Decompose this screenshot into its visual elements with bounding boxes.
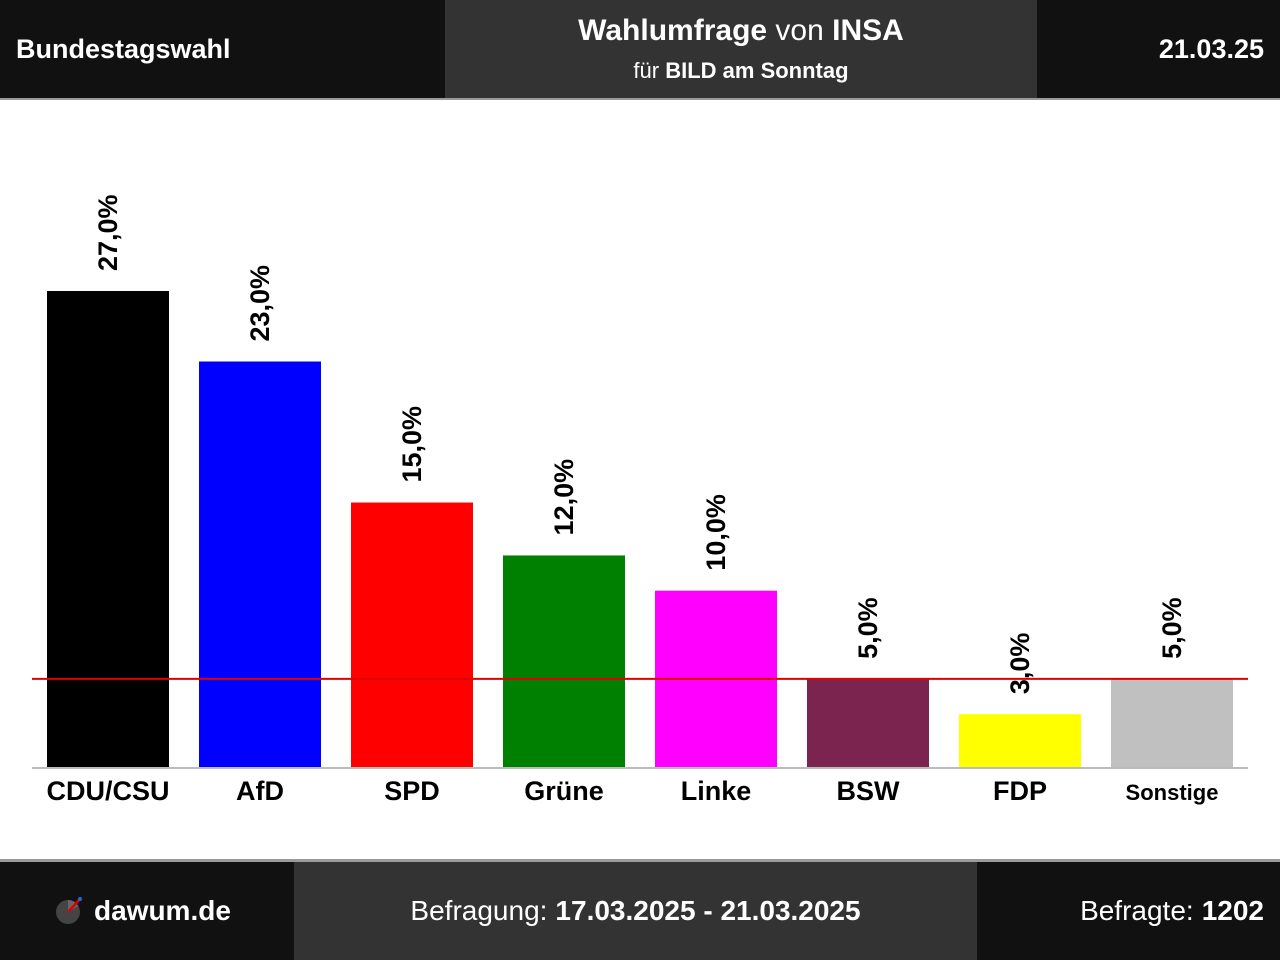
value-label: 27,0% bbox=[93, 194, 123, 271]
value-label: 15,0% bbox=[397, 406, 427, 483]
value-label: 5,0% bbox=[853, 597, 883, 659]
bar-cdu-csu bbox=[47, 290, 169, 767]
survey-period-block: Befragung: 17.03.2025 - 21.03.2025 bbox=[294, 862, 977, 960]
poll-title-block: Wahlumfrage von INSA für BILD am Sonntag bbox=[445, 0, 1037, 98]
poll-title-label: Wahlumfrage bbox=[578, 14, 768, 47]
category-label: BSW bbox=[837, 776, 901, 806]
category-label: AfD bbox=[236, 776, 284, 806]
pollster-name: INSA bbox=[832, 14, 904, 47]
bar-afd bbox=[199, 361, 321, 767]
poll-subtitle: für BILD am Sonntag bbox=[445, 58, 1037, 84]
bar-bsw bbox=[807, 678, 929, 767]
logo-text: dawum.de bbox=[94, 895, 231, 926]
election-name: Bundestagswahl bbox=[16, 33, 231, 64]
bar-gr-ne bbox=[503, 555, 625, 767]
category-label: CDU/CSU bbox=[46, 776, 169, 806]
category-label: FDP bbox=[993, 776, 1047, 806]
category-label: Sonstige bbox=[1126, 780, 1219, 805]
header-divider bbox=[0, 98, 1280, 100]
footer: dawum.de Befragung: 17.03.2025 - 21.03.2… bbox=[0, 862, 1280, 960]
header: Bundestagswahl Wahlumfrage von INSA für … bbox=[0, 0, 1280, 98]
poll-title: Wahlumfrage von INSA bbox=[445, 14, 1037, 48]
respondents-count: 1202 bbox=[1201, 895, 1264, 926]
category-label: Linke bbox=[681, 776, 752, 806]
client-name: BILD am Sonntag bbox=[665, 58, 849, 83]
bar-spd bbox=[351, 502, 473, 767]
category-label: SPD bbox=[384, 776, 440, 806]
survey-period: 17.03.2025 - 21.03.2025 bbox=[555, 895, 861, 926]
respondents-label: Befragte: bbox=[1080, 895, 1194, 926]
survey-period-label: Befragung: bbox=[410, 895, 548, 926]
dawum-logo-icon bbox=[56, 897, 82, 924]
poll-subtitle-prefix: für bbox=[633, 58, 666, 83]
value-label: 3,0% bbox=[1005, 633, 1035, 695]
bar-fdp bbox=[959, 714, 1081, 767]
respondents-block: Befragte: 1202 bbox=[977, 862, 1280, 960]
bar-chart: 27,0% CDU/CSU 23,0% AfD 15,0% SPD 12,0% Grüne 10… bbox=[32, 194, 1248, 806]
footer-divider bbox=[0, 859, 1280, 862]
category-label: Grüne bbox=[524, 776, 604, 806]
value-label: 23,0% bbox=[245, 265, 275, 342]
poll-title-connector: von bbox=[767, 14, 833, 47]
value-label: 5,0% bbox=[1157, 597, 1187, 659]
poll-date: 21.03.25 bbox=[1158, 33, 1264, 64]
logo-link[interactable]: dawum.de bbox=[0, 862, 294, 960]
bar-sonstige bbox=[1111, 678, 1233, 767]
value-label: 12,0% bbox=[549, 459, 579, 536]
value-label: 10,0% bbox=[701, 494, 731, 571]
